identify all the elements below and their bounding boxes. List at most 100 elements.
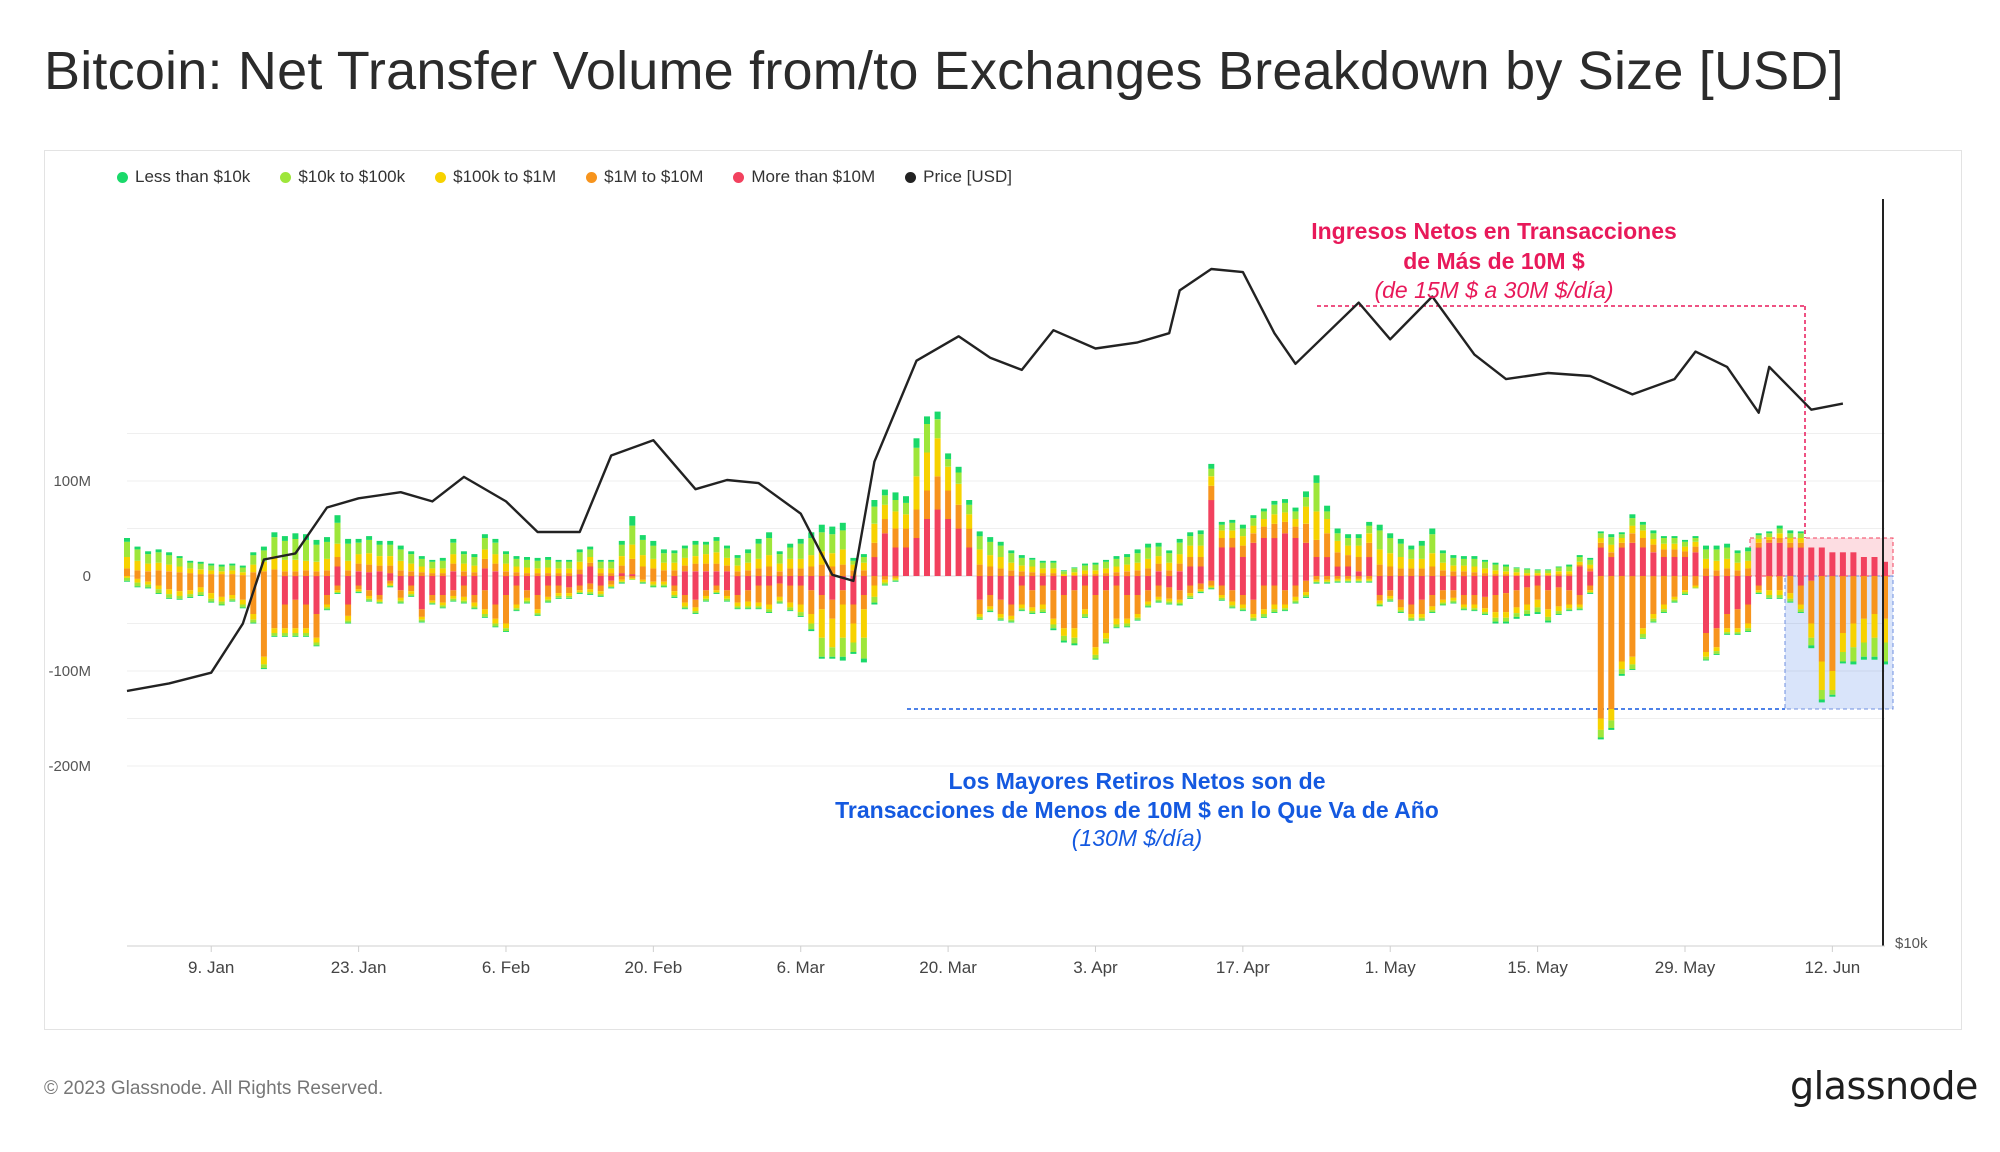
bar-segment — [745, 608, 752, 610]
bar-segment — [1734, 632, 1741, 634]
bar-segment — [1618, 661, 1625, 670]
bar-segment — [692, 599, 699, 608]
bar-segment — [397, 570, 404, 576]
legend-item-100k-1m[interactable]: $100k to $1M — [435, 167, 556, 187]
bar-segment — [545, 599, 552, 602]
bar-segment — [1029, 572, 1036, 576]
bar-segment — [1639, 633, 1646, 638]
legend-item-1m-10m[interactable]: $1M to $10M — [586, 167, 703, 187]
bar-segment — [1629, 514, 1636, 519]
bar-segment — [1166, 598, 1173, 602]
bar-segment — [1071, 572, 1078, 576]
bar-segment — [303, 576, 309, 605]
bar-segment — [1566, 564, 1573, 567]
legend-label: $1M to $10M — [604, 167, 704, 186]
bar-segment — [734, 565, 741, 572]
bar-segment — [345, 538, 352, 544]
bar-segment — [1576, 607, 1583, 610]
bar-segment — [703, 571, 709, 577]
bar-segment — [850, 604, 857, 624]
bar-segment — [155, 593, 162, 594]
bar-segment — [681, 557, 688, 566]
bar-segment — [1797, 547, 1804, 576]
bar-segment — [134, 549, 141, 561]
bar-segment — [1671, 549, 1678, 557]
bar-segment — [271, 628, 278, 634]
bar-segment — [1460, 607, 1467, 610]
bar-segment — [492, 554, 499, 564]
bar-segment — [1124, 554, 1131, 557]
bar-segment — [618, 582, 625, 584]
bar-segment — [1334, 540, 1341, 553]
bar-segment — [755, 608, 762, 610]
bar-segment — [1766, 590, 1773, 596]
bar-segment — [1755, 538, 1762, 543]
bar-segment — [808, 555, 815, 567]
bar-segment — [1134, 570, 1141, 576]
bar-segment — [1524, 575, 1531, 576]
bar-segment — [881, 576, 888, 580]
legend-item-10k-100k[interactable]: $10k to $100k — [280, 167, 405, 187]
bar-segment — [818, 551, 825, 565]
legend-item-gt10m[interactable]: More than $10M — [733, 167, 875, 187]
bar-segment — [587, 592, 594, 594]
bar-segment — [1408, 549, 1415, 559]
bar-segment — [1429, 553, 1436, 567]
bar-segment — [1092, 654, 1099, 659]
bar-segment — [1145, 543, 1152, 548]
bar-segment — [850, 560, 857, 565]
bar-segment — [1029, 557, 1036, 560]
bar-segment — [1829, 690, 1836, 695]
bar-segment — [408, 551, 415, 555]
bar-segment — [1513, 575, 1520, 576]
bar-segment — [576, 569, 583, 575]
bar-segment — [534, 609, 541, 614]
bar-segment — [945, 453, 952, 460]
bar-segment — [1155, 601, 1162, 603]
bar-segment — [292, 571, 299, 577]
legend-item-lt10k[interactable]: Less than $10k — [117, 167, 250, 187]
bar-segment — [955, 466, 962, 473]
bar-segment — [1766, 533, 1773, 538]
bar-segment — [660, 553, 667, 563]
bar-segment — [1566, 610, 1573, 612]
bar-segment — [1039, 612, 1046, 613]
bar-segment — [524, 567, 530, 574]
bar-segment — [650, 581, 657, 585]
bar-segment — [366, 564, 373, 573]
y-tick-label: 100M — [53, 473, 91, 490]
bar-segment — [808, 614, 815, 624]
bar-segment — [1313, 511, 1320, 540]
bar-segment — [418, 616, 425, 620]
bar-segment — [1071, 576, 1078, 591]
bar-segment — [818, 637, 825, 657]
bar-segment — [239, 565, 246, 568]
bar-segment — [1229, 547, 1236, 576]
bar-segment — [787, 602, 794, 608]
bar-segment — [1229, 605, 1236, 608]
bar-segment — [1545, 569, 1552, 571]
bar-segment — [671, 585, 678, 592]
bar-segment — [755, 602, 762, 607]
bar-segment — [1250, 619, 1257, 621]
bar-segment — [418, 609, 425, 617]
bar-segment — [1450, 565, 1457, 572]
bar-segment — [1187, 576, 1194, 586]
bar-segment — [239, 607, 246, 609]
legend-item-price[interactable]: Price [USD] — [905, 167, 1012, 187]
bar-segment — [618, 565, 625, 574]
bar-segment — [681, 565, 688, 572]
bar-segment — [587, 576, 594, 584]
bar-segment — [1776, 533, 1783, 539]
bar-segment — [1218, 538, 1225, 548]
bar-segment — [418, 572, 425, 576]
bar-segment — [1324, 533, 1331, 558]
bar-segment — [1871, 557, 1878, 576]
bar-segment — [524, 597, 530, 601]
bar-segment — [566, 576, 573, 588]
bar-segment — [818, 564, 825, 576]
bar-segment — [808, 566, 815, 576]
bar-segment — [892, 500, 899, 512]
bar-segment — [629, 574, 636, 576]
bar-segment — [1018, 576, 1025, 586]
